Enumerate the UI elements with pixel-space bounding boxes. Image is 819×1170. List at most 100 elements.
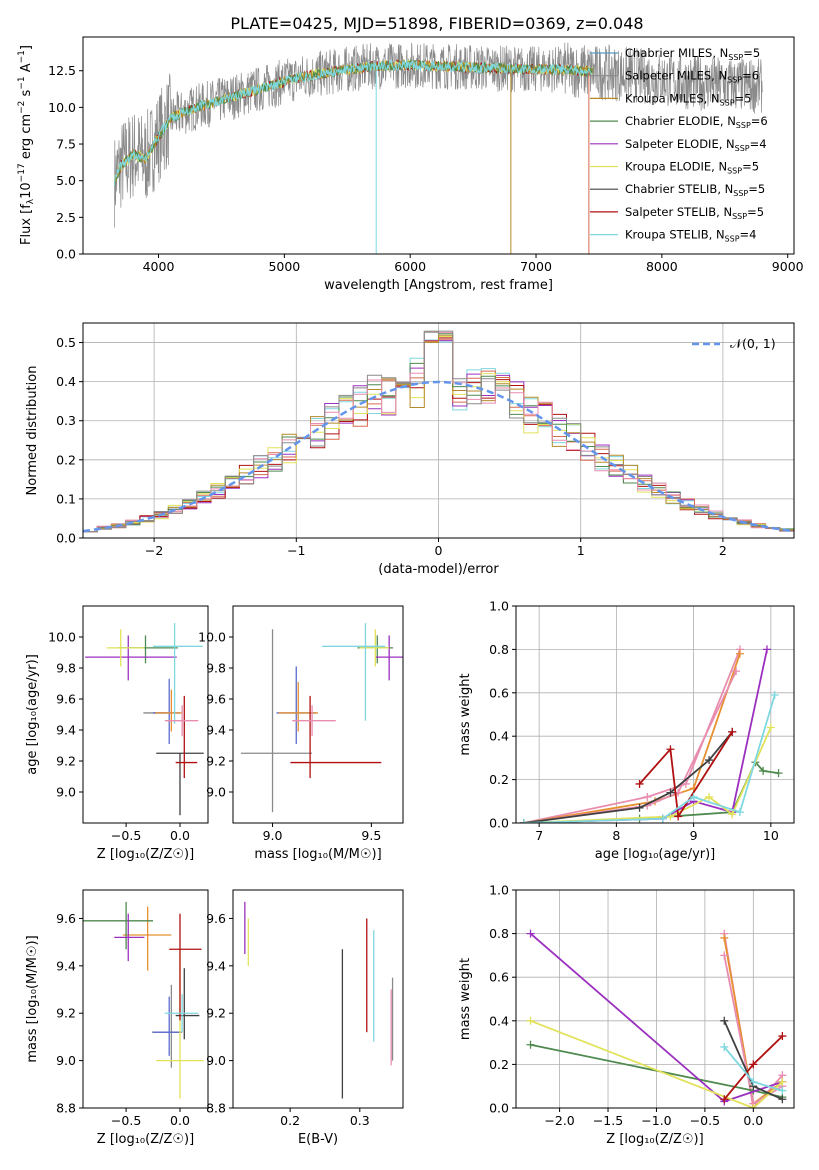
spectrum-panel: 4000 5000 6000 7000 8000 9000 0.0 2.5 5.0 7.5 10.0… [17,36,804,293]
y-axis-label: Normed distribution [25,366,40,496]
mass-weight-point [720,1095,729,1104]
mass-weight-point [762,645,771,654]
x-tick-label: −0.5 [690,1113,720,1128]
legend-entry: Chabrier MILES, NSSP=5 [625,46,760,62]
y-tick-label: 9.4 [56,958,76,973]
mass-vs-ebv-panel: 0.2 0.3 8.8 9.0 9.2 9.4 9.6 E(B-V) [206,889,404,1147]
x-axis-label: (data-model)/error [378,562,499,577]
mass-weight-point [658,814,667,823]
y-tick-label: 9.2 [56,754,76,769]
axes-frame [232,605,404,824]
x-tick-label: 2 [719,543,727,558]
mass-weight-vs-Z-panel: −2.0 −1.5 −1.0 −0.5 0.0 0.0 0.2 0.4 0.6 0.8 1.0 Z [… [458,883,795,1147]
y-tick-label: 8.8 [56,1101,76,1116]
x-tick-label: −0.5 [111,828,141,843]
mass-weight-point [689,792,698,801]
legend-entry: Kroupa ELODIE, NSSP=5 [625,160,759,176]
mass-weight-point [635,803,644,812]
y-tick-label: 9.2 [56,1006,76,1021]
x-tick-label: 9.0 [263,828,283,843]
y-tick-label: 0.0 [489,1101,509,1116]
spectrum-legend: Chabrier MILES, NSSP=5 Salpeter MILES, NS… [590,46,768,244]
mass-weight-point [720,1016,729,1025]
axes-frame [232,889,404,1109]
mass-weight-point [735,808,744,817]
y-tick-label: 0.4 [56,374,76,389]
y-tick-label: 0.0 [56,531,76,546]
y-tick-label: 1.0 [489,599,509,614]
x-axis-label: wavelength [Angstrom, rest frame] [324,278,553,293]
x-tick-label: 8000 [646,259,678,274]
mass-weight-point [732,667,741,676]
y-tick-label: 0.6 [489,970,509,985]
y-tick-label: 0.0 [489,816,509,831]
mass-weight-point [720,933,729,942]
legend-entry: Kroupa MILES, NSSP=5 [625,91,752,107]
mass-weight-point [778,1095,787,1104]
x-tick-label: 9000 [772,259,804,274]
legend-entry: Salpeter ELODIE, NSSP=4 [625,137,767,153]
mass-weight-point [705,756,714,765]
mass-vs-Z-panel: −0.5 0.0 8.8 9.0 9.2 9.4 9.6 Z [log₁₀(Z/Z☉)] mas… [25,889,209,1147]
axes-frame [515,889,795,1109]
y-tick-label: 8.8 [206,1101,226,1116]
x-tick-label: 0.0 [170,828,190,843]
mass-weight-point [526,929,535,938]
x-axis-label: mass [log₁₀(M/M☉)] [254,847,381,862]
legend-entry: Kroupa STELIB, NSSP=4 [625,228,756,244]
x-axis-label: Z [log₁₀(Z/Z☉)] [97,847,194,862]
legend-entry: Salpeter STELIB, NSSP=5 [625,205,764,221]
axes-frame [82,889,209,1109]
spectrum-model-line [114,59,593,186]
y-tick-label: 1.0 [489,883,509,898]
y-tick-label: 0.4 [489,729,509,744]
x-tick-label: 0.3 [350,1113,370,1128]
errorbar-marks [83,901,204,1099]
legend-entry: Salpeter MILES, NSSP=6 [625,69,759,85]
legend-entry: Chabrier STELIB, NSSP=5 [625,182,765,198]
x-axis-label: Z [log₁₀(Z/Z☉)] [97,1132,194,1147]
y-tick-label: 0.5 [56,335,76,350]
mass-weight-point [635,779,644,788]
y-tick-label: 9.6 [56,692,76,707]
mass-weight-point [728,810,737,819]
x-tick-label: 9.5 [361,828,381,843]
x-tick-label: −2 [145,543,163,558]
y-axis-label: mass [log₁₀(M/M☉)] [25,935,40,1062]
x-tick-label: 8 [612,828,620,843]
y-tick-label: 0.8 [489,926,509,941]
y-tick-label: 0.3 [56,413,76,428]
mass-weight-point [778,1086,787,1095]
y-tick-label: 5.0 [56,173,76,188]
mass-weight-vs-age-panel: 7 8 9 10 0.0 0.2 0.4 0.6 0.8 1.0 age [log₁₀(age/yr… [458,599,795,862]
mass-weight-point [666,745,675,754]
y-tick-label: 9.6 [206,911,226,926]
mass-weight-point [643,792,652,801]
mass-weight-point [735,649,744,658]
x-tick-label: 0.0 [743,1113,763,1128]
x-tick-label: 9 [690,828,698,843]
gaussian-curve [83,380,794,533]
x-axis-label: Z [log₁₀(Z/Z☉)] [606,1132,703,1147]
x-tick-label: 1 [577,543,585,558]
mass-weight-point [749,1104,758,1108]
y-axis-label: mass weight [458,673,473,755]
x-tick-label: −1.0 [641,1113,671,1128]
spectrum-lines [114,42,763,254]
y-tick-label: 12.5 [48,63,76,78]
errorbar-marks [244,901,394,1099]
mass-weight-point [526,1016,535,1025]
mass-weight-point [720,951,729,960]
mass-weight-point [705,792,714,801]
mass-weight-point [720,1042,729,1051]
errorbar-marks [85,623,204,816]
y-axis-label: age [log₁₀(age/yr)] [25,654,40,775]
mass-weight-point [778,1032,787,1041]
mass-weight-point [766,723,775,732]
x-tick-label: −2.0 [544,1113,574,1128]
y-axis-label: Flux [fλ10−17 erg cm−2 s−1 A−1] [17,45,36,245]
x-tick-label: 0.2 [280,1113,300,1128]
y-tick-label: 9.0 [56,785,76,800]
age-vs-mass-panel: 9.0 9.5 9.0 9.2 9.4 9.6 9.8 10.0 mass [log₁₀(M/M… [198,605,404,862]
